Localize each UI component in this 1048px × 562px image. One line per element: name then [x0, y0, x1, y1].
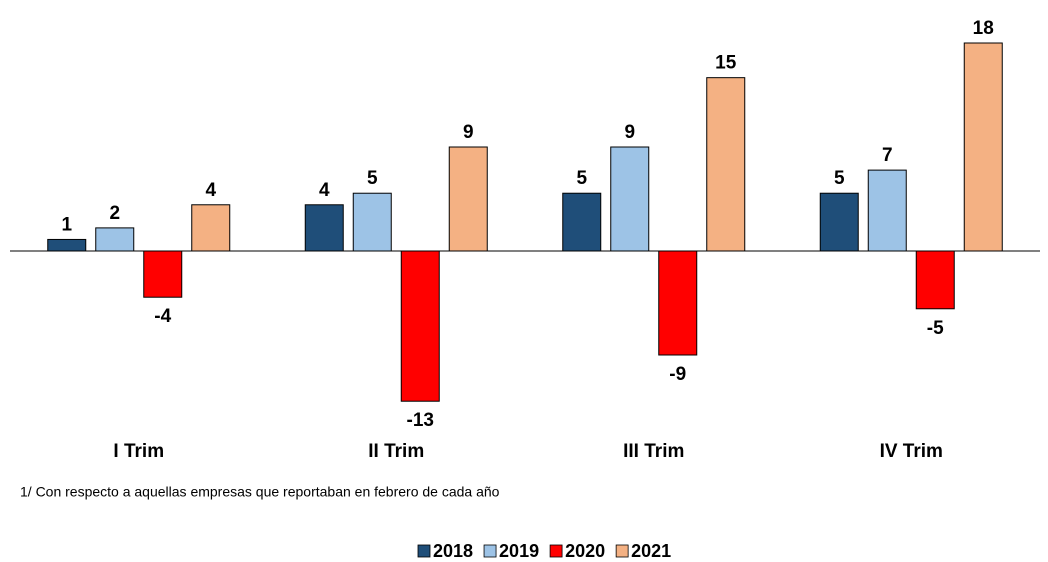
data-label: -13 — [407, 410, 434, 431]
bar — [191, 204, 231, 252]
data-label: 9 — [624, 122, 635, 143]
legend-swatch — [417, 544, 431, 558]
legend-swatch — [549, 544, 563, 558]
data-label: 15 — [715, 53, 737, 74]
bar — [400, 250, 440, 402]
data-label: 18 — [973, 18, 994, 39]
data-label: 9 — [463, 122, 474, 143]
bar — [867, 169, 907, 252]
legend-swatch — [615, 544, 629, 558]
bar — [915, 250, 955, 310]
data-label: 5 — [576, 168, 587, 189]
bar — [352, 192, 392, 252]
data-label: 2 — [109, 203, 120, 224]
data-label: -4 — [154, 306, 171, 327]
bar — [658, 250, 698, 356]
data-label: 5 — [834, 168, 845, 189]
x-tick-label: III Trim — [623, 441, 684, 462]
x-tick-label: I Trim — [113, 441, 164, 462]
x-tick-label: II Trim — [368, 441, 424, 462]
legend-label: 2020 — [565, 541, 605, 561]
legend-swatch — [483, 544, 497, 558]
bar — [143, 250, 183, 298]
data-label: -5 — [927, 318, 944, 339]
x-tick-label: IV Trim — [880, 441, 943, 462]
data-label: 7 — [882, 145, 893, 166]
bar — [706, 77, 746, 252]
footnote: 1/ Con respecto a aquellas empresas que … — [20, 484, 500, 500]
data-label: 5 — [367, 168, 378, 189]
bar — [562, 192, 602, 252]
legend-label: 2018 — [433, 541, 473, 561]
bar — [304, 204, 344, 252]
bar — [610, 146, 650, 252]
bar — [448, 146, 488, 252]
data-label: 4 — [319, 180, 330, 201]
bar — [819, 192, 859, 252]
bar — [963, 42, 1003, 252]
legend-label: 2021 — [631, 541, 671, 561]
data-label: -9 — [669, 364, 686, 385]
bar — [95, 227, 135, 252]
data-label: 4 — [205, 180, 216, 201]
legend-label: 2019 — [499, 541, 539, 561]
data-label: 1 — [61, 214, 72, 235]
bar — [47, 238, 87, 252]
